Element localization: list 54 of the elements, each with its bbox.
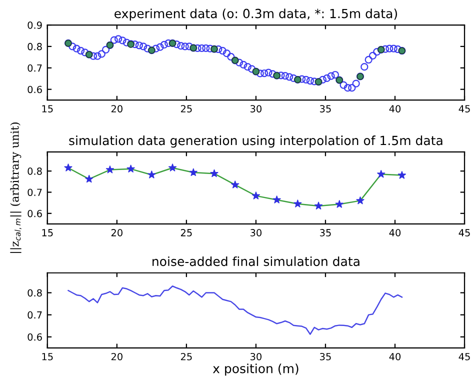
chart-title: simulation data generation using interpolation of 1.5m data	[69, 136, 442, 148]
y-tick-label: 0.8	[28, 42, 42, 50]
point	[64, 164, 72, 172]
point	[294, 200, 302, 208]
point	[126, 164, 135, 172]
x-tick-label: 15	[42, 353, 53, 360]
point	[231, 180, 240, 188]
x-tick-label: 45	[458, 105, 470, 112]
x-tick-label: 40	[389, 229, 401, 236]
point	[314, 202, 323, 210]
point	[85, 174, 94, 183]
point	[356, 196, 364, 204]
x-tick-label: 30	[250, 352, 262, 360]
line-series	[68, 286, 403, 335]
point	[377, 170, 386, 178]
y-tick-label: 0.6	[28, 333, 42, 341]
x-tick-label: 30	[250, 229, 262, 236]
y-tick-label: 0.6	[28, 210, 42, 218]
x-tick-label: 15	[42, 229, 53, 236]
x-axis-title: x position (m)	[212, 364, 298, 376]
point	[210, 169, 218, 178]
x-tick-label: 20	[111, 229, 122, 236]
x-tick-label: 25	[180, 352, 192, 360]
chart-title: noise-added final simulation data	[152, 256, 360, 266]
y-tick-label: 0.8	[28, 168, 42, 175]
y-tick-label: 0.6	[28, 86, 42, 94]
point	[148, 170, 156, 178]
chart-title: experiment data (o: 0.3m data, *: 1.5m data)	[114, 8, 398, 21]
x-tick-label: 45	[458, 229, 470, 236]
x-tick-label: 40	[389, 105, 401, 112]
x-tick-label: 35	[320, 229, 331, 236]
x-tick-label: 35	[320, 105, 331, 112]
x-tick-label: 45	[458, 353, 470, 360]
point	[252, 192, 260, 200]
x-tick-label: 20	[111, 352, 122, 360]
point	[168, 164, 177, 172]
x-tick-label: 30	[250, 105, 262, 112]
point	[106, 166, 114, 174]
y-axis-title: ||z$_{cal,m}$|| (arbitrary unit)	[10, 122, 22, 253]
x-tick-label: 25	[180, 229, 192, 236]
point	[335, 200, 344, 208]
y-tick-label: 0.7	[28, 311, 42, 319]
point	[398, 171, 406, 179]
x-tick-label: 25	[180, 105, 192, 112]
x-tick-label: 40	[389, 352, 401, 360]
y-tick-label: 0.7	[28, 64, 42, 72]
point	[189, 168, 198, 176]
x-tick-label: 15	[42, 105, 53, 112]
y-tick-label: 0.8	[28, 289, 42, 297]
x-tick-label: 20	[111, 105, 122, 112]
y-tick-label: 0.7	[28, 188, 42, 196]
y-tick-label: 0.9	[28, 21, 42, 29]
x-tick-label: 35	[320, 352, 331, 360]
point	[272, 196, 281, 204]
